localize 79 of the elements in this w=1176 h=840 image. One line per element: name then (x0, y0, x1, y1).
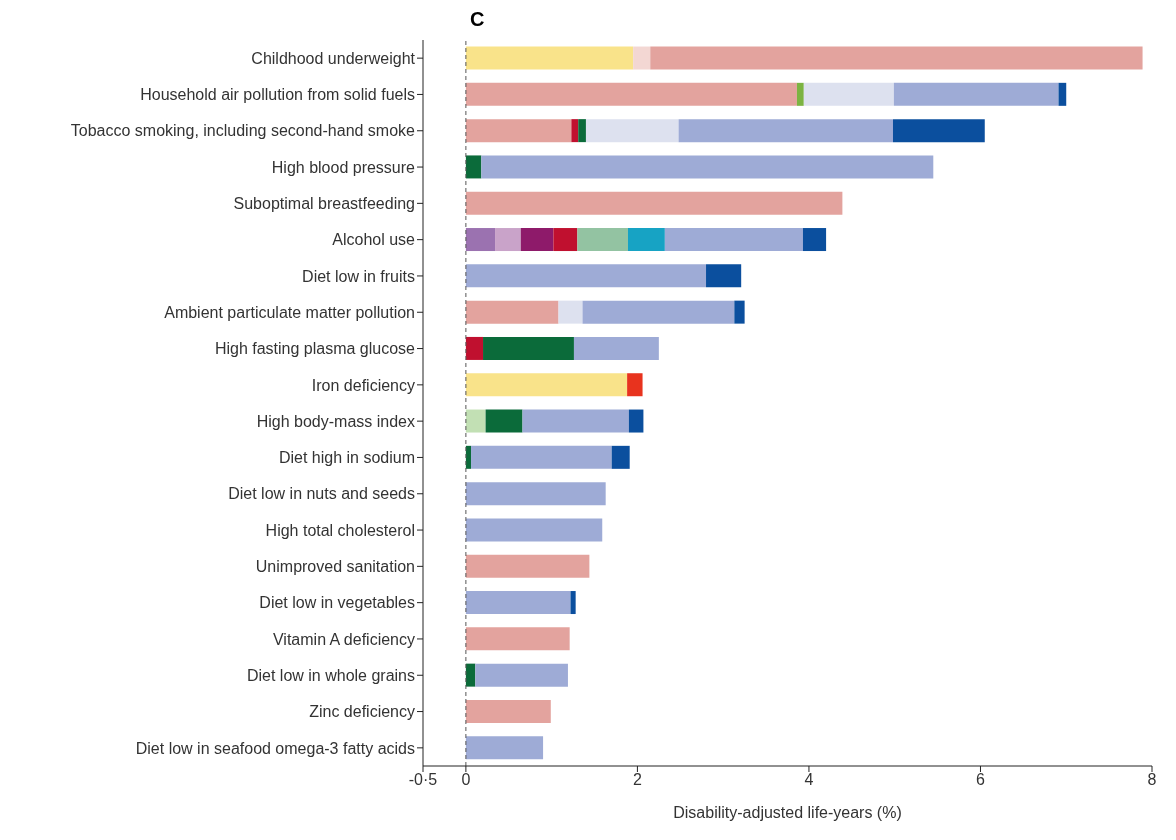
bar (803, 82, 894, 106)
chart-title: C (469, 8, 486, 32)
x-tick-label: 8 (1147, 771, 1157, 789)
bar (465, 554, 590, 578)
bar (633, 46, 651, 70)
bar (706, 264, 742, 288)
bar (678, 119, 893, 143)
bar (471, 445, 612, 469)
y-tick-label: High body-mass index (256, 412, 415, 430)
x-tick-label: -0·5 (408, 771, 438, 789)
bar (465, 155, 482, 179)
bar (570, 591, 576, 615)
bar (573, 336, 659, 360)
bar (628, 409, 644, 433)
x-tick-label: 0 (461, 771, 471, 789)
y-tick-label: Household air pollution from solid fuels (140, 86, 415, 104)
bar (465, 736, 544, 760)
bar (520, 228, 554, 252)
y-tick-label: Diet low in fruits (302, 267, 415, 285)
bar (465, 699, 551, 723)
y-tick-label: Suboptimal breastfeeding (233, 195, 415, 213)
bar (481, 155, 934, 179)
bar (553, 228, 578, 252)
bar (893, 82, 1059, 106)
x-tick-label: 4 (804, 771, 814, 789)
bar (465, 373, 628, 397)
bar (465, 46, 634, 70)
bar (585, 119, 679, 143)
bar (465, 518, 603, 542)
bar (465, 591, 571, 615)
bar (571, 119, 579, 143)
bar (802, 228, 827, 252)
x-tick-label: 6 (976, 771, 986, 789)
y-tick-label: Zinc deficiency (309, 703, 415, 721)
bar (650, 46, 1143, 70)
y-tick-label: Alcohol use (332, 231, 416, 249)
bar (465, 409, 486, 433)
y-tick-label: High total cholesterol (265, 521, 415, 539)
bar (465, 119, 572, 143)
y-tick-label: Unimproved sanitation (255, 558, 415, 576)
bar (465, 482, 606, 506)
y-tick-label: Childhood underweight (251, 49, 416, 67)
y-tick-label: Ambient particulate matter pollution (164, 303, 415, 321)
y-tick-label: High fasting plasma glucose (214, 340, 416, 358)
y-tick-label: High blood pressure (271, 158, 416, 176)
bar (495, 228, 521, 252)
bar (465, 300, 559, 324)
bar (582, 300, 735, 324)
bar (465, 627, 570, 651)
bar (465, 336, 484, 360)
bar (734, 300, 745, 324)
bar (1058, 82, 1067, 106)
bar (465, 191, 843, 215)
bar (475, 663, 568, 687)
y-tick-label: Diet low in seafood omega-3 fatty acids (135, 739, 415, 757)
bar (578, 119, 586, 143)
bar (522, 409, 629, 433)
bar (577, 228, 628, 252)
bar (465, 228, 496, 252)
y-tick-label: Diet low in nuts and seeds (228, 485, 415, 503)
bar (558, 300, 583, 324)
bar (485, 409, 523, 433)
bar (465, 264, 707, 288)
y-tick-label: Vitamin A deficiency (272, 630, 415, 648)
bar (892, 119, 985, 143)
bar (611, 445, 630, 469)
y-tick-label: Diet high in sodium (278, 449, 415, 467)
x-tick-label: 2 (632, 771, 642, 789)
bar (483, 336, 574, 360)
bar (664, 228, 803, 252)
y-tick-label: Iron deficiency (311, 376, 415, 394)
y-tick-label: Diet low in whole grains (246, 666, 415, 684)
bar (796, 82, 804, 106)
bar (627, 373, 643, 397)
y-tick-label: Diet low in vegetables (259, 594, 415, 612)
bar (627, 228, 665, 252)
y-tick-label: Tobacco smoking, including second-hand smoke (70, 122, 416, 140)
bar (465, 82, 797, 106)
x-axis-title: Disability-adjusted life-years (%) (673, 804, 902, 821)
